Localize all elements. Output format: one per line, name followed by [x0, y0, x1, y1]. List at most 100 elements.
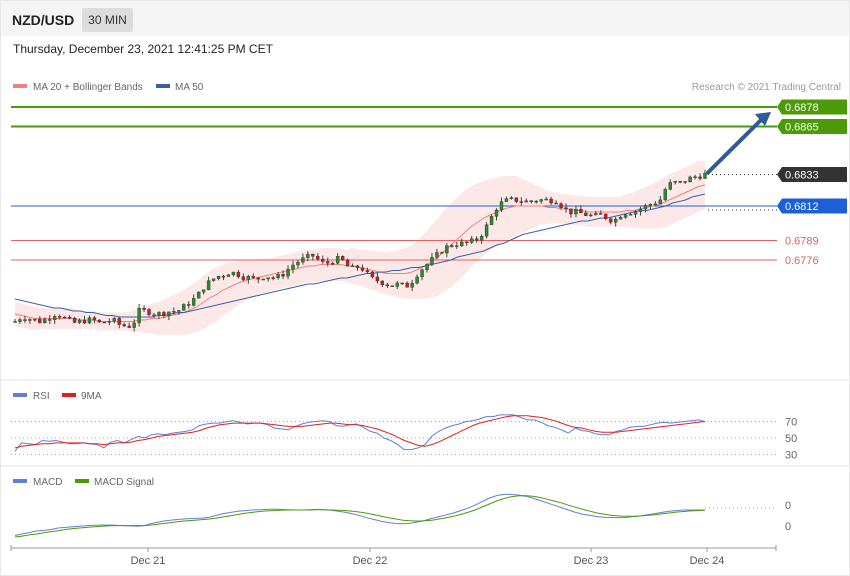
candle	[514, 197, 519, 204]
candle	[400, 282, 404, 285]
candle	[142, 305, 146, 313]
candle	[187, 301, 191, 309]
candle	[57, 314, 62, 320]
rsi-legend: RSI 9MA	[13, 391, 102, 402]
candle	[97, 319, 102, 323]
candle	[157, 311, 161, 320]
ma50-line	[14, 193, 706, 318]
candle	[122, 322, 126, 328]
candle	[435, 248, 439, 260]
x-tick-label: Dec 24	[690, 555, 725, 567]
candle	[584, 210, 588, 216]
level-label-0.6865: 0.6865	[785, 122, 819, 134]
candle	[281, 270, 285, 280]
candle	[494, 208, 499, 221]
forecast-arrow-head	[755, 112, 771, 126]
candle	[77, 318, 82, 325]
ma50-legend-label: MA 50	[175, 82, 204, 93]
level-label-0.6878: 0.6878	[785, 102, 819, 114]
candle	[633, 210, 638, 219]
candle	[539, 198, 543, 204]
candle	[643, 203, 648, 213]
candle	[430, 253, 434, 266]
x-axis: Dec 21 Dec 22 Dec 23 Dec 24	[10, 545, 777, 567]
candles	[13, 169, 707, 332]
candle	[23, 315, 27, 323]
candle	[658, 195, 663, 205]
candle	[370, 271, 375, 279]
candle	[301, 253, 305, 265]
timeframe-button[interactable]: 30 MIN	[82, 8, 133, 32]
rsi-ma-legend-swatch	[62, 393, 76, 397]
price-legend: MA 20 + Bollinger Bands MA 50 Research ©…	[13, 82, 841, 93]
level-tag-0.6812	[777, 198, 847, 214]
moving-averages	[14, 184, 706, 322]
candle	[251, 273, 255, 279]
level-tag-0.6833	[777, 167, 847, 182]
candle	[554, 200, 558, 205]
candle	[177, 309, 181, 315]
candle	[703, 169, 707, 179]
macd-legend-swatch	[13, 479, 27, 483]
macd-tick-label: 0	[785, 521, 791, 533]
candle	[628, 212, 633, 216]
candle	[420, 268, 424, 281]
candle	[594, 210, 598, 216]
rsi-panel: 70 50 30	[11, 414, 797, 462]
level-label-0.6789: 0.6789	[785, 236, 819, 248]
candle	[38, 316, 42, 324]
candle	[589, 213, 593, 218]
candle	[216, 275, 221, 281]
candle	[380, 280, 385, 287]
ma50-legend-swatch	[156, 84, 170, 88]
candle	[72, 316, 77, 324]
level-label-0.6812: 0.6812	[785, 201, 819, 213]
candle	[489, 214, 494, 226]
candle	[613, 216, 618, 227]
candle	[499, 197, 504, 213]
candle	[360, 264, 365, 272]
candle	[226, 274, 231, 277]
candle	[28, 318, 32, 324]
rsi-line	[14, 414, 706, 452]
candle	[206, 276, 211, 291]
candle	[653, 201, 658, 207]
candle	[266, 277, 270, 282]
macd-legend: MACD MACD Signal	[13, 477, 154, 488]
rsi-tick-label: 70	[785, 417, 797, 429]
candle	[559, 202, 563, 210]
candle	[117, 316, 121, 329]
candle	[648, 203, 653, 209]
candle	[440, 251, 444, 254]
candle	[231, 271, 236, 277]
candle	[375, 272, 380, 284]
macd-line	[14, 493, 705, 536]
macd-signal-legend-label: MACD Signal	[94, 477, 154, 488]
candle	[474, 236, 479, 243]
candle	[698, 173, 702, 181]
candle	[271, 275, 275, 281]
candle	[415, 274, 419, 285]
price-levels	[11, 106, 777, 261]
candle	[574, 205, 578, 218]
candle	[484, 222, 489, 239]
candle	[92, 315, 97, 324]
candle	[350, 263, 355, 268]
candle	[564, 203, 568, 213]
candle	[445, 242, 449, 258]
rsi-ma-legend-label: 9MA	[81, 391, 102, 402]
rsi-legend-label: RSI	[33, 391, 50, 402]
candle	[172, 307, 176, 315]
candle	[638, 206, 643, 216]
candle	[261, 278, 265, 281]
candle	[33, 318, 37, 322]
candle	[663, 187, 667, 201]
level-label-0.6833: 0.6833	[785, 170, 819, 182]
ma20-legend-swatch	[13, 84, 27, 88]
candle	[340, 255, 345, 261]
candle	[102, 321, 107, 324]
candle	[87, 315, 92, 325]
candle	[544, 196, 548, 201]
candle	[137, 304, 141, 327]
level-tag-0.6865	[777, 119, 847, 134]
